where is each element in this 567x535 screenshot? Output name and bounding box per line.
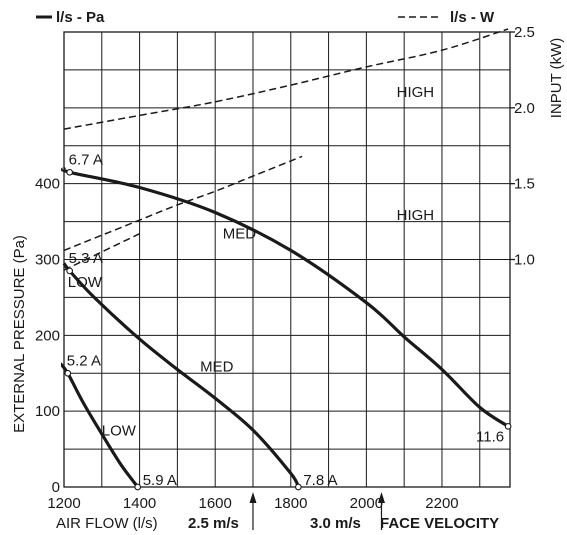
- start-current-label-high: 6.7 A: [69, 151, 103, 168]
- operating-points: [64, 168, 512, 491]
- face-velocity-3-0-label: 3.0 m/s: [310, 515, 361, 532]
- y2-tick-label: 2.0: [514, 100, 535, 117]
- tick-labels: 1200 1400 1600 1800 2000 2200 0 100 200 300 400 1.0…: [35, 24, 535, 512]
- y-tick-label: 200: [35, 327, 60, 344]
- start-point-high: [66, 168, 74, 176]
- plot-frame: [63, 31, 515, 488]
- end-current-label-high: 11.6: [476, 428, 504, 445]
- end-point-high: [504, 422, 512, 430]
- x-tick-label: 1400: [123, 495, 156, 512]
- y-tick-label: 0: [52, 479, 60, 496]
- x-tick-label: 2000: [350, 495, 383, 512]
- end-current-label-low: 5.9 A: [143, 472, 177, 489]
- input-curve-high: [63, 28, 509, 130]
- curve-name-label-med: MED: [223, 225, 257, 242]
- y-tick-label: 400: [35, 176, 60, 193]
- curve-name-label-low: LOW: [102, 422, 137, 439]
- legend-pa-label: l/s - Pa: [56, 9, 105, 26]
- y2-tick-label: 2.5: [514, 24, 535, 41]
- face-velocity-title: FACE VELOCITY: [380, 515, 499, 532]
- y-axis-title: EXTERNAL PRESSURE (Pa): [11, 235, 28, 433]
- x-tick-label: 2200: [425, 495, 458, 512]
- y-tick-label: 100: [35, 403, 60, 420]
- end-current-label-med: 7.8 A: [303, 472, 337, 489]
- start-point-low: [64, 369, 72, 377]
- input-curve-med: [63, 155, 303, 252]
- curve-name-label-high: HIGH: [397, 84, 435, 101]
- curve-labels: 5.2 A 5.9 A 5.3 A 7.8 A 6.7 A 11.6 HIGH MED LOW H…: [67, 84, 504, 489]
- curve-name-label-low: LOW: [68, 274, 103, 291]
- legend-w-label: l/s - W: [450, 9, 495, 26]
- face-velocity-arrows: [249, 492, 385, 530]
- curve-name-label-med: MED: [200, 359, 234, 376]
- x-tick-label: 1800: [274, 495, 307, 512]
- x-tick-label: 1600: [198, 495, 231, 512]
- y2-axis-title: INPUT (kW): [548, 38, 565, 119]
- y2-tick-label: 1.0: [514, 252, 535, 269]
- grid: [64, 32, 510, 487]
- face-velocity-2-5-label: 2.5 m/s: [188, 515, 239, 532]
- pressure-curve-med: [62, 262, 300, 488]
- y2-tick-label: 1.5: [514, 176, 535, 193]
- curve-name-label-high: HIGH: [397, 207, 435, 224]
- pressure-curve-high: [61, 166, 509, 428]
- y-tick-label: 300: [35, 252, 60, 269]
- end-point-low: [134, 483, 142, 491]
- start-current-label-low: 5.2 A: [67, 352, 101, 369]
- face-velocity-arrow-head: [249, 492, 257, 503]
- face-velocity-arrow-head: [377, 492, 385, 503]
- end-point-med: [294, 483, 302, 491]
- x-tick-label: 1200: [47, 495, 80, 512]
- start-current-label-med: 5.3 A: [69, 250, 103, 267]
- start-point-med: [66, 267, 74, 275]
- input-curves: [63, 28, 509, 271]
- x-axis-title: AIR FLOW (l/s): [56, 515, 158, 532]
